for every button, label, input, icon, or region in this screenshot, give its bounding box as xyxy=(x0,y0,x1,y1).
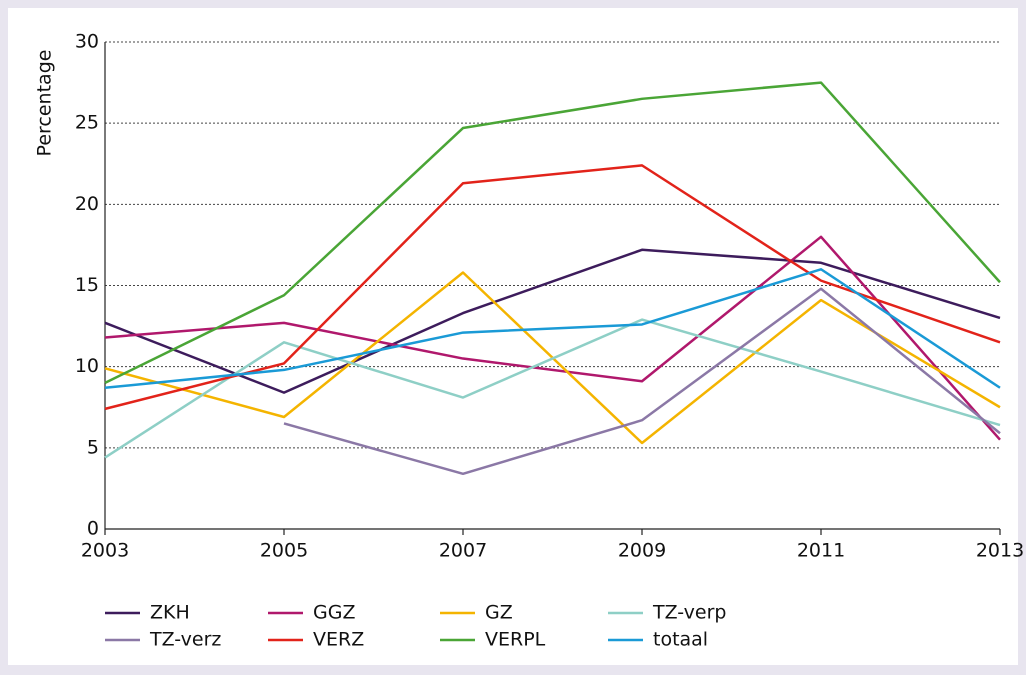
y-tick-label: 20 xyxy=(75,193,99,215)
series-line xyxy=(104,164,1001,411)
chart-background xyxy=(8,8,1018,665)
x-tick-label: 2005 xyxy=(260,540,308,562)
legend-label: VERZ xyxy=(313,629,364,651)
legend-label: TZ-verp xyxy=(652,602,726,624)
x-tick-label: 2011 xyxy=(797,540,845,562)
legend-label: GZ xyxy=(485,602,513,624)
series-line xyxy=(283,287,1001,476)
series-line xyxy=(104,318,1001,459)
legend-label: GGZ xyxy=(313,602,355,624)
series-line xyxy=(104,235,1001,441)
series-line xyxy=(104,268,1001,390)
legend-label: VERPL xyxy=(485,629,546,651)
y-tick-label: 0 xyxy=(87,518,99,540)
y-axis-label: Percentage xyxy=(34,50,56,157)
series-line xyxy=(104,81,1001,385)
y-tick-label: 25 xyxy=(75,112,99,134)
legend-label: TZ-verz xyxy=(149,629,221,651)
x-tick-label: 2003 xyxy=(81,540,129,562)
y-tick-label: 15 xyxy=(75,274,99,296)
y-tick-label: 10 xyxy=(75,355,99,377)
x-tick-label: 2013 xyxy=(976,540,1024,562)
x-tick-label: 2009 xyxy=(618,540,666,562)
legend-label: ZKH xyxy=(150,602,190,624)
y-tick-label: 30 xyxy=(75,31,99,53)
legend-label: totaal xyxy=(653,629,708,651)
x-tick-label: 2007 xyxy=(439,540,487,562)
y-tick-label: 5 xyxy=(87,436,99,458)
